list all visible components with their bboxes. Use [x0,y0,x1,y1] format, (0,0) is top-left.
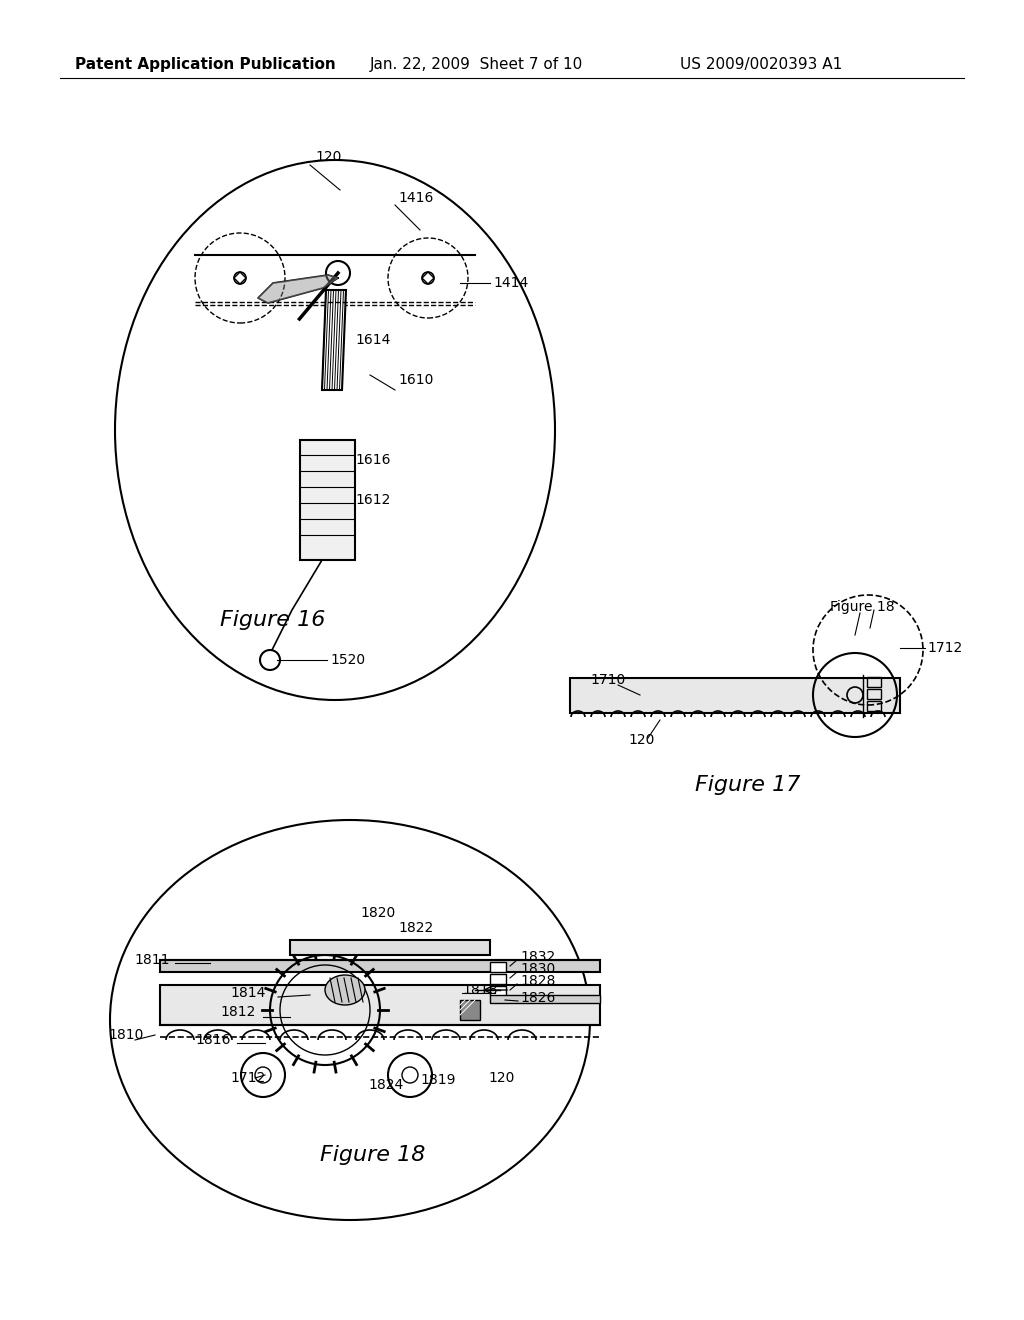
Text: Figure 18: Figure 18 [319,1144,425,1166]
Text: 1610: 1610 [398,374,433,387]
Text: 1828: 1828 [520,974,555,987]
Text: 1820: 1820 [360,906,395,920]
Text: 1811: 1811 [134,953,170,968]
Text: 1810: 1810 [108,1028,143,1041]
Bar [490,995,600,1003]
Bar [300,440,355,560]
Bar [460,1001,480,1020]
Text: 1612: 1612 [355,492,390,507]
Text: 1832: 1832 [520,950,555,964]
Bar [867,689,881,700]
Bar [490,986,506,997]
Ellipse shape [325,975,365,1005]
Polygon shape [322,290,346,389]
Bar [160,985,600,1026]
Bar [867,701,881,711]
Text: 1824: 1824 [368,1078,403,1092]
Bar [490,962,506,972]
Text: 1818: 1818 [462,983,498,997]
Text: 1710: 1710 [590,673,626,686]
Text: 1826: 1826 [520,991,555,1005]
Text: 120: 120 [315,150,341,164]
Text: 1414: 1414 [493,276,528,290]
Bar [160,960,600,972]
Text: 1712: 1712 [927,642,963,655]
Text: 1814: 1814 [230,986,265,1001]
Text: 1416: 1416 [398,191,433,205]
Text: Patent Application Publication: Patent Application Publication [75,58,336,73]
Text: 1819: 1819 [420,1073,456,1086]
Text: Figure 17: Figure 17 [695,775,801,795]
Polygon shape [258,275,338,304]
Text: 1712: 1712 [230,1071,265,1085]
Text: Figure 18: Figure 18 [830,601,895,614]
Bar [570,678,900,713]
Bar [290,940,490,954]
Text: Jan. 22, 2009  Sheet 7 of 10: Jan. 22, 2009 Sheet 7 of 10 [370,58,584,73]
Text: US 2009/0020393 A1: US 2009/0020393 A1 [680,58,843,73]
Text: 1616: 1616 [355,453,390,467]
Text: 1830: 1830 [520,962,555,975]
Text: 1822: 1822 [398,921,433,935]
Bar [490,974,506,983]
Text: 120: 120 [628,733,654,747]
Text: 1614: 1614 [355,333,390,347]
Text: Figure 16: Figure 16 [220,610,326,630]
Text: 120: 120 [488,1071,514,1085]
Text: 1816: 1816 [195,1034,230,1047]
Bar [867,677,881,686]
Text: 1520: 1520 [330,653,366,667]
Text: 1812: 1812 [220,1005,255,1019]
